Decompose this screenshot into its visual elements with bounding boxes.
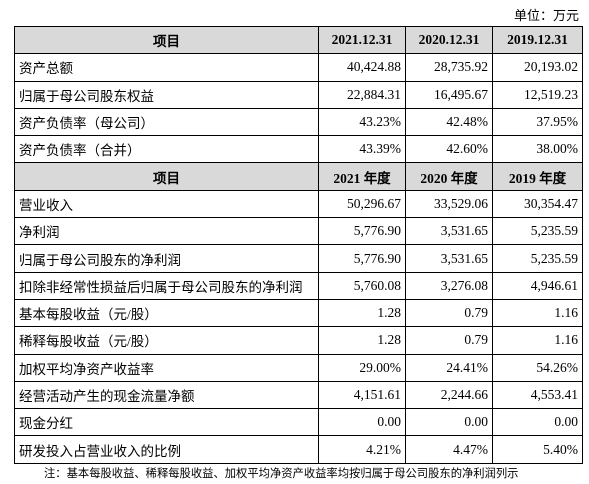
- value-cell: 0.79: [405, 298, 493, 328]
- label-cell: 归属于母公司股东的净利润: [14, 244, 319, 273]
- value-cell: 0.00: [405, 408, 493, 437]
- row: 研发投入占营业收入的比例 4.21% 4.47% 5.40%: [14, 435, 583, 464]
- value-cell: 43.39%: [318, 135, 406, 164]
- value-cell: 12,519.23: [492, 80, 583, 109]
- value-cell: 4,553.41: [492, 380, 583, 410]
- header-cell: 2021 年度: [318, 162, 406, 191]
- value-cell: 22,884.31: [318, 80, 406, 109]
- row: 资产负债率（母公司） 43.23% 42.48% 37.95%: [14, 107, 583, 137]
- label-cell: 营业收入: [14, 189, 319, 219]
- value-cell: 4.47%: [405, 435, 493, 464]
- label-cell: 扣除非经常性损益后归属于母公司股东的净利润: [14, 271, 319, 300]
- value-cell: 5,235.59: [492, 244, 583, 273]
- row: 加权平均净资产收益率 29.00% 24.41% 54.26%: [14, 353, 583, 382]
- label-cell: 净利润: [14, 217, 319, 246]
- value-cell: 5.40%: [492, 435, 583, 464]
- value-cell: 2,244.66: [405, 380, 493, 410]
- label-cell: 资产总额: [14, 53, 319, 82]
- value-cell: 4,151.61: [318, 380, 406, 410]
- value-cell: 0.00: [492, 408, 583, 437]
- row: 资产负债率（合并） 43.39% 42.60% 38.00%: [14, 135, 583, 164]
- label-cell: 现金分红: [14, 408, 319, 437]
- header-cell: 2020 年度: [405, 162, 493, 191]
- row: 营业收入 50,296.67 33,529.06 30,354.47: [14, 189, 583, 219]
- value-cell: 38.00%: [492, 135, 583, 164]
- unit: 单位：万元: [513, 8, 579, 23]
- value-cell: 0.00: [318, 408, 406, 437]
- row: 现金分红 0.00 0.00 0.00: [14, 408, 583, 437]
- header-cell: 2020.12.31: [405, 25, 493, 55]
- value-cell: 42.48%: [405, 107, 493, 137]
- value-cell: 50,296.67: [318, 189, 406, 219]
- header-row: 项目 2021.12.31 2020.12.31 2019.12.31: [14, 25, 583, 55]
- header-cell: 2021.12.31: [318, 25, 406, 55]
- value-cell: 16,495.67: [405, 80, 493, 109]
- value-cell: 3,276.08: [405, 271, 493, 300]
- data-table: 项目 2021.12.31 2020.12.31 2019.12.31 资产总额 40,4…: [14, 25, 583, 464]
- row: 归属于母公司股东权益 22,884.31 16,495.67 12,519.23: [14, 80, 583, 109]
- value-cell: 42.60%: [405, 135, 493, 164]
- value-cell: 5,776.90: [318, 244, 406, 273]
- label-cell: 加权平均净资产收益率: [14, 353, 319, 382]
- row: 资产总额 40,424.88 28,735.92 20,193.02: [14, 53, 583, 82]
- row: 扣除非经常性损益后归属于母公司股东的净利润 5,760.08 3,276.08 4,9…: [14, 271, 583, 300]
- label-cell: 稀释每股收益（元/股）: [14, 326, 319, 355]
- value-cell: 5,776.90: [318, 217, 406, 246]
- value-cell: 3,531.65: [405, 217, 493, 246]
- value-cell: 28,735.92: [405, 53, 493, 82]
- value-cell: 40,424.88: [318, 53, 406, 82]
- label-cell: 归属于母公司股东权益: [14, 80, 319, 109]
- row: 稀释每股收益（元/股） 1.28 0.79 1.16: [14, 326, 583, 355]
- label-cell: 研发投入占营业收入的比例: [14, 435, 319, 464]
- value-cell: 3,531.65: [405, 244, 493, 273]
- value-cell: 54.26%: [492, 353, 583, 382]
- row: 净利润 5,776.90 3,531.65 5,235.59: [14, 217, 583, 246]
- value-cell: 1.16: [492, 298, 583, 328]
- value-cell: 4.21%: [318, 435, 406, 464]
- label-cell: 资产负债率（合并）: [14, 135, 319, 164]
- label-cell: 资产负债率（母公司）: [14, 107, 319, 137]
- header-cell: 2019 年度: [492, 162, 583, 191]
- row: 经营活动产生的现金流量净额 4,151.61 2,244.66 4,553.41: [14, 380, 583, 410]
- value-cell: 37.95%: [492, 107, 583, 137]
- value-cell: 30,354.47: [492, 189, 583, 219]
- value-cell: 5,760.08: [318, 271, 406, 300]
- note: 注：基本每股收益、稀释每股收益、加权平均净资产收益率均按归属于母公司股东的净利润…: [44, 468, 519, 480]
- header-cell: 项目: [14, 162, 319, 191]
- value-cell: 1.28: [318, 298, 406, 328]
- value-cell: 4,946.61: [492, 271, 583, 300]
- value-cell: 33,529.06: [405, 189, 493, 219]
- label-cell: 基本每股收益（元/股）: [14, 298, 319, 328]
- header-row: 项目 2021 年度 2020 年度 2019 年度: [14, 162, 583, 191]
- value-cell: 1.28: [318, 326, 406, 355]
- value-cell: 43.23%: [318, 107, 406, 137]
- value-cell: 24.41%: [405, 353, 493, 382]
- value-cell: 20,193.02: [492, 53, 583, 82]
- header-cell: 项目: [14, 25, 319, 55]
- value-cell: 0.79: [405, 326, 493, 355]
- value-cell: 1.16: [492, 326, 583, 355]
- row: 归属于母公司股东的净利润 5,776.90 3,531.65 5,235.59: [14, 244, 583, 273]
- value-cell: 5,235.59: [492, 217, 583, 246]
- row: 基本每股收益（元/股） 1.28 0.79 1.16: [14, 298, 583, 328]
- header-cell: 2019.12.31: [492, 25, 583, 55]
- label-cell: 经营活动产生的现金流量净额: [14, 380, 319, 410]
- value-cell: 29.00%: [318, 353, 406, 382]
